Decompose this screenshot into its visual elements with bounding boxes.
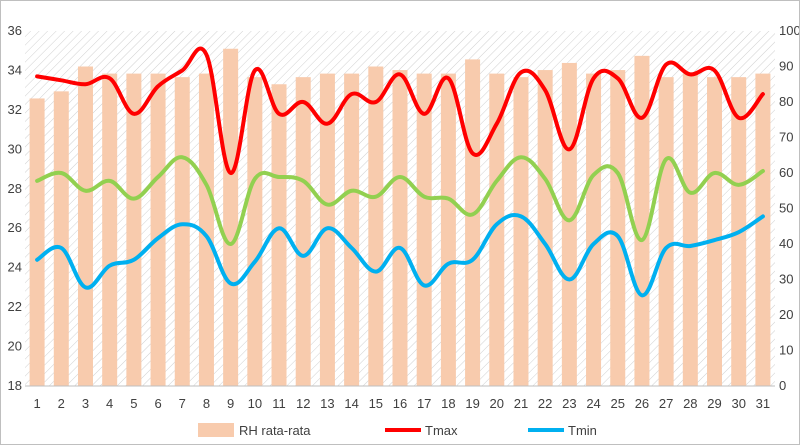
x-tick-label: 20 <box>490 396 504 411</box>
bar-rh-day-8 <box>198 73 214 386</box>
x-tick-label: 29 <box>707 396 721 411</box>
right-tick-label: 90 <box>779 59 793 74</box>
bar-rh-day-21 <box>513 77 529 387</box>
lines-group <box>35 46 765 298</box>
x-tick-label: 19 <box>465 396 479 411</box>
bar-rh-day-4 <box>102 73 118 386</box>
x-tick-label: 10 <box>248 396 262 411</box>
right-tick-label: 30 <box>779 272 793 287</box>
bar-rh-day-29 <box>707 77 723 387</box>
left-tick-label: 24 <box>8 260 22 275</box>
bar-rh-day-22 <box>537 70 553 387</box>
left-axis-ticks: 18 20 22 24 26 28 30 32 34 36 <box>8 23 22 393</box>
right-axis-ticks: 0 10 20 30 40 50 60 70 80 90 100 <box>779 23 799 393</box>
x-tick-label: 22 <box>538 396 552 411</box>
right-tick-label: 50 <box>779 201 793 216</box>
x-tick-label: 11 <box>272 396 286 411</box>
x-tick-label: 13 <box>320 396 334 411</box>
x-tick-label: 8 <box>203 396 210 411</box>
bar-rh-day-19 <box>465 59 481 387</box>
x-tick-label: 5 <box>130 396 137 411</box>
legend-label-tmin: Tmin <box>568 423 597 438</box>
x-tick-label: 23 <box>562 396 576 411</box>
x-tick-label: 3 <box>82 396 89 411</box>
left-tick-label: 36 <box>8 23 22 38</box>
x-tick-label: 15 <box>369 396 383 411</box>
left-tick-label: 18 <box>8 378 22 393</box>
bar-rh-day-24 <box>586 73 602 386</box>
x-tick-label: 27 <box>659 396 673 411</box>
x-tick-label: 24 <box>586 396 600 411</box>
line-green <box>35 155 765 246</box>
bar-rh-day-1 <box>29 98 45 386</box>
x-tick-label: 7 <box>179 396 186 411</box>
legend-label-tmax: Tmax <box>425 423 458 438</box>
x-tick-label: 30 <box>731 396 745 411</box>
bar-rh-day-27 <box>658 77 674 387</box>
x-tick-label: 12 <box>296 396 310 411</box>
bar-rh-day-20 <box>489 73 505 386</box>
x-axis-ticks: 1 2 3 4 5 6 7 8 9 10 11 12 13 14 15 16 17 18 19 20 21 22 23 24 2… <box>33 396 770 411</box>
left-tick-label: 28 <box>8 181 22 196</box>
left-tick-label: 20 <box>8 339 22 354</box>
bar-rh-day-25 <box>610 70 626 387</box>
x-tick-label: 18 <box>441 396 455 411</box>
x-tick-label: 2 <box>58 396 65 411</box>
line-tmax <box>35 46 765 176</box>
bar-rh-day-10 <box>247 77 263 387</box>
left-tick-label: 26 <box>8 220 22 235</box>
x-tick-label: 25 <box>611 396 625 411</box>
x-tick-label: 28 <box>683 396 697 411</box>
bar-rh-day-6 <box>150 73 166 386</box>
bar-rh-day-28 <box>682 73 698 386</box>
bar-rh-day-11 <box>271 84 287 386</box>
bar-rh-day-18 <box>440 73 456 386</box>
right-tick-label: 20 <box>779 307 793 322</box>
x-tick-label: 6 <box>154 396 161 411</box>
x-tick-label: 4 <box>106 396 113 411</box>
bar-rh-day-9 <box>223 48 239 386</box>
bar-rh-day-15 <box>368 66 384 386</box>
right-tick-label: 80 <box>779 94 793 109</box>
bar-rh-day-23 <box>561 62 577 386</box>
right-tick-label: 40 <box>779 236 793 251</box>
bar-rh-day-7 <box>174 77 190 387</box>
bar-rh-day-2 <box>53 91 69 386</box>
bar-rh-day-17 <box>416 73 432 386</box>
left-tick-label: 32 <box>8 102 22 117</box>
bar-rh-day-3 <box>77 66 93 386</box>
right-tick-label: 10 <box>779 343 793 358</box>
left-tick-label: 22 <box>8 299 22 314</box>
left-tick-label: 34 <box>8 62 22 77</box>
legend: RH rata-rata Tmax Tmin <box>198 423 597 438</box>
legend-label-rh-rata-rata: RH rata-rata <box>239 423 311 438</box>
x-tick-label: 26 <box>635 396 649 411</box>
right-tick-label: 100 <box>779 23 799 38</box>
right-tick-label: 70 <box>779 130 793 145</box>
bar-rh-day-5 <box>126 73 142 386</box>
right-tick-label: 60 <box>779 165 793 180</box>
x-tick-label: 31 <box>756 396 770 411</box>
line-tmin <box>35 213 765 298</box>
bar-rh-day-26 <box>634 55 650 386</box>
bar-rh-day-12 <box>295 77 311 387</box>
legend-swatch-rh-rata-rata <box>198 423 234 437</box>
x-tick-label: 21 <box>514 396 528 411</box>
x-tick-label: 14 <box>344 396 358 411</box>
bar-rh-day-16 <box>392 70 408 387</box>
x-tick-label: 17 <box>417 396 431 411</box>
left-tick-label: 30 <box>8 141 22 156</box>
x-tick-label: 16 <box>393 396 407 411</box>
bars-group <box>29 48 771 387</box>
right-tick-label: 0 <box>779 378 786 393</box>
bar-rh-day-14 <box>344 73 360 386</box>
bar-rh-day-31 <box>755 73 771 386</box>
x-tick-label: 9 <box>227 396 234 411</box>
x-tick-label: 1 <box>33 396 40 411</box>
